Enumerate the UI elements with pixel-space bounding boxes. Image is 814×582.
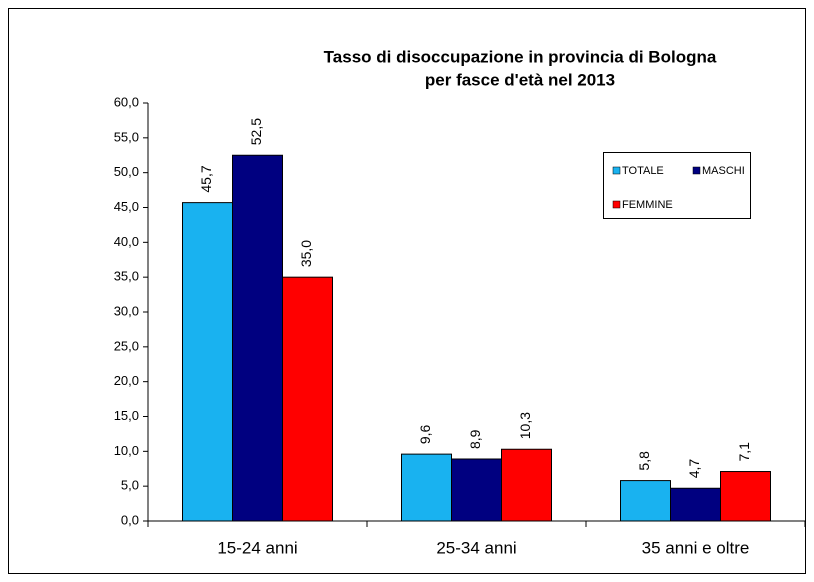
chart-subtitle: per fasce d'età nel 2013 bbox=[425, 70, 615, 89]
x-tick-label: 35 anni e oltre bbox=[642, 538, 750, 557]
bar bbox=[451, 458, 502, 522]
y-tick-label: 30,0 bbox=[114, 303, 139, 318]
value-label: 7,1 bbox=[736, 442, 752, 462]
x-tick-label: 15-24 anni bbox=[217, 538, 297, 557]
value-label: 35,0 bbox=[298, 240, 314, 267]
bar bbox=[620, 480, 671, 522]
bar bbox=[401, 453, 452, 522]
bar bbox=[232, 154, 283, 522]
value-label: 45,7 bbox=[198, 165, 214, 192]
legend-box bbox=[603, 152, 751, 219]
bar bbox=[282, 276, 333, 522]
x-tick-label: 25-34 anni bbox=[436, 538, 516, 557]
value-label: 8,9 bbox=[467, 429, 483, 449]
y-tick-label: 15,0 bbox=[114, 408, 139, 423]
y-tick-label: 0,0 bbox=[121, 512, 139, 527]
legend-swatch bbox=[612, 166, 621, 175]
bar bbox=[720, 471, 771, 522]
bar bbox=[182, 202, 233, 522]
value-label: 52,5 bbox=[248, 118, 264, 145]
y-tick-label: 60,0 bbox=[114, 94, 139, 109]
y-tick-label: 40,0 bbox=[114, 234, 139, 249]
y-tick-label: 50,0 bbox=[114, 164, 139, 179]
y-tick-label: 20,0 bbox=[114, 373, 139, 388]
y-tick-label: 45,0 bbox=[114, 199, 139, 214]
y-tick-label: 55,0 bbox=[114, 129, 139, 144]
legend-swatch bbox=[612, 200, 621, 209]
y-tick-label: 5,0 bbox=[121, 478, 139, 493]
value-label: 5,8 bbox=[636, 451, 652, 471]
legend-swatch bbox=[692, 166, 701, 175]
bar bbox=[501, 448, 552, 522]
legend-label: MASCHI bbox=[702, 165, 745, 177]
y-tick-label: 10,0 bbox=[114, 443, 139, 458]
value-label: 4,7 bbox=[686, 459, 702, 479]
y-tick-label: 25,0 bbox=[114, 338, 139, 353]
bar bbox=[670, 487, 721, 522]
value-label: 10,3 bbox=[517, 412, 533, 439]
value-label: 9,6 bbox=[417, 424, 433, 444]
y-tick-label: 35,0 bbox=[114, 269, 139, 284]
legend-label: TOTALE bbox=[622, 165, 664, 177]
chart-title: Tasso di disoccupazione in provincia di … bbox=[324, 47, 717, 66]
legend-label: FEMMINE bbox=[622, 199, 673, 211]
